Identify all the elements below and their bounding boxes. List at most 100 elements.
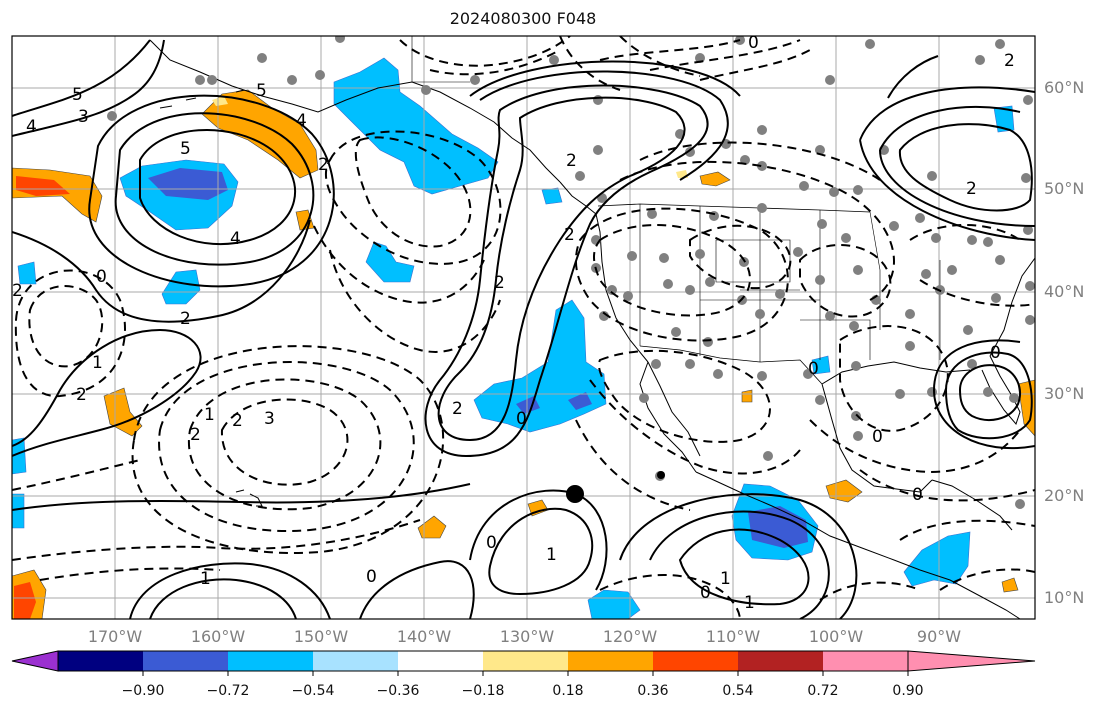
lon-label: 160°W [190, 627, 246, 646]
lon-label: 170°W [87, 627, 143, 646]
contour-label: 0 [990, 343, 1001, 363]
contour-label: 3 [264, 409, 275, 429]
colorbar-segment [738, 651, 823, 671]
colorbar-segment [398, 651, 483, 671]
contour-label: 4 [230, 229, 241, 249]
gulf-coast [821, 361, 971, 493]
colorbar-high-arrow [907, 650, 1036, 672]
canada-border [597, 203, 871, 213]
contour-label: 0 [486, 533, 497, 553]
lat-label: 20°N [1044, 486, 1085, 505]
lon-label: 90°W [916, 627, 962, 646]
colorbar-tick-label: 0.18 [552, 683, 584, 699]
lat-label: 60°N [1044, 78, 1085, 97]
colorbar-tick-label: 0.36 [637, 683, 669, 699]
dashed-contours [12, 36, 1035, 619]
colorbar-segment [823, 651, 908, 671]
positive-field-small-a [103, 387, 143, 437]
positive-core-west-edge [16, 176, 70, 196]
lat-label: 30°N [1044, 384, 1085, 403]
negative-field-central-america [903, 531, 971, 587]
contour-label: 2 [318, 155, 329, 175]
colorbar-low-arrow [11, 650, 59, 672]
lon-label: 110°W [705, 627, 761, 646]
mexico-coast [695, 471, 921, 571]
contour-label: 3 [78, 107, 89, 127]
contour-label: 2 [76, 385, 87, 405]
small-marker [657, 471, 665, 479]
map-frame [11, 35, 1036, 620]
contour-label: 1 [92, 353, 103, 373]
negative-core-mexico [748, 506, 808, 548]
negative-core-north-pacific [148, 168, 228, 200]
state-lines [411, 36, 941, 362]
positive-core-southwest [14, 582, 36, 619]
lon-label: 130°W [499, 627, 555, 646]
contour-label: 5 [180, 139, 191, 159]
us-west-coast [559, 181, 649, 363]
contour-label: 5 [72, 85, 83, 105]
aleutian-islands [159, 89, 245, 109]
lon-label: 120°W [602, 627, 658, 646]
contour-labels: 5 3 4 5 5 4 2 4 2 0 2 1 2 1 2 3 2 2 2 0 … [12, 33, 1015, 613]
contour-label: 0 [516, 409, 527, 429]
contour-label: 2 [494, 273, 505, 293]
contour-label: 2 [180, 309, 191, 329]
colorbar-tick-label: 0.90 [892, 683, 924, 699]
station-dots [107, 36, 1035, 509]
contour-label: 1 [204, 405, 215, 425]
positive-field-small-b [295, 209, 549, 539]
negative-field-gulf-of-alaska [333, 57, 499, 195]
contour-label: 0 [366, 567, 377, 587]
colorbar [11, 650, 1036, 676]
markers [566, 471, 665, 503]
negative-core-baja [516, 392, 592, 414]
colorbar-tick-label: −0.18 [461, 683, 505, 699]
lon-label: 140°W [396, 627, 452, 646]
colorbar-segment [143, 651, 228, 671]
negative-field-small-a [161, 269, 201, 305]
contour-label: 2 [12, 281, 23, 301]
colorbar-segment [653, 651, 738, 671]
contour-label: 0 [912, 485, 923, 505]
storm-position-marker [566, 485, 584, 503]
colorbar-tick-label: −0.72 [206, 683, 250, 699]
shaded-fields [12, 57, 1035, 619]
contour-label: 0 [748, 33, 759, 53]
colorbar-segment [58, 651, 143, 671]
lat-label: 50°N [1044, 179, 1085, 198]
contour-label: 4 [26, 117, 37, 137]
contour-label: 0 [872, 427, 883, 447]
solid-contours [12, 39, 1035, 619]
contour-label: 0 [808, 359, 819, 379]
negative-field-small-b [365, 241, 415, 283]
colorbar-tick-label: −0.90 [121, 683, 165, 699]
contour-label: 2 [966, 179, 977, 199]
lat-label: 40°N [1044, 282, 1085, 301]
colorbar-segment [483, 651, 568, 671]
lat-label: 10°N [1044, 588, 1085, 607]
contour-label: 0 [700, 583, 711, 603]
contour-label: 2 [452, 399, 463, 419]
coastlines [149, 36, 1035, 619]
colorbar-tick-label: −0.36 [376, 683, 420, 699]
positive-field-east-edge [1001, 379, 1035, 593]
contour-label: 1 [546, 545, 557, 565]
colorbar-tick-label: 0.72 [807, 683, 839, 699]
colorbar-ticks [142, 671, 909, 676]
contour-label: 1 [720, 569, 731, 589]
contour-label: 2 [190, 425, 201, 445]
contour-label: 2 [232, 411, 243, 431]
map-title: 2024080300 F048 [449, 9, 597, 28]
contour-label: 2 [566, 151, 577, 171]
contour-label: 2 [1004, 51, 1015, 71]
negative-field-small-c [587, 589, 641, 619]
contour-label: 0 [96, 267, 107, 287]
positive-field-aleutians [201, 89, 319, 179]
positive-field-small-c [699, 171, 863, 503]
alaska-coast [149, 39, 561, 183]
colorbar-segment [568, 651, 653, 671]
colorbar-segment [228, 651, 313, 671]
negative-field-baja [473, 299, 607, 433]
